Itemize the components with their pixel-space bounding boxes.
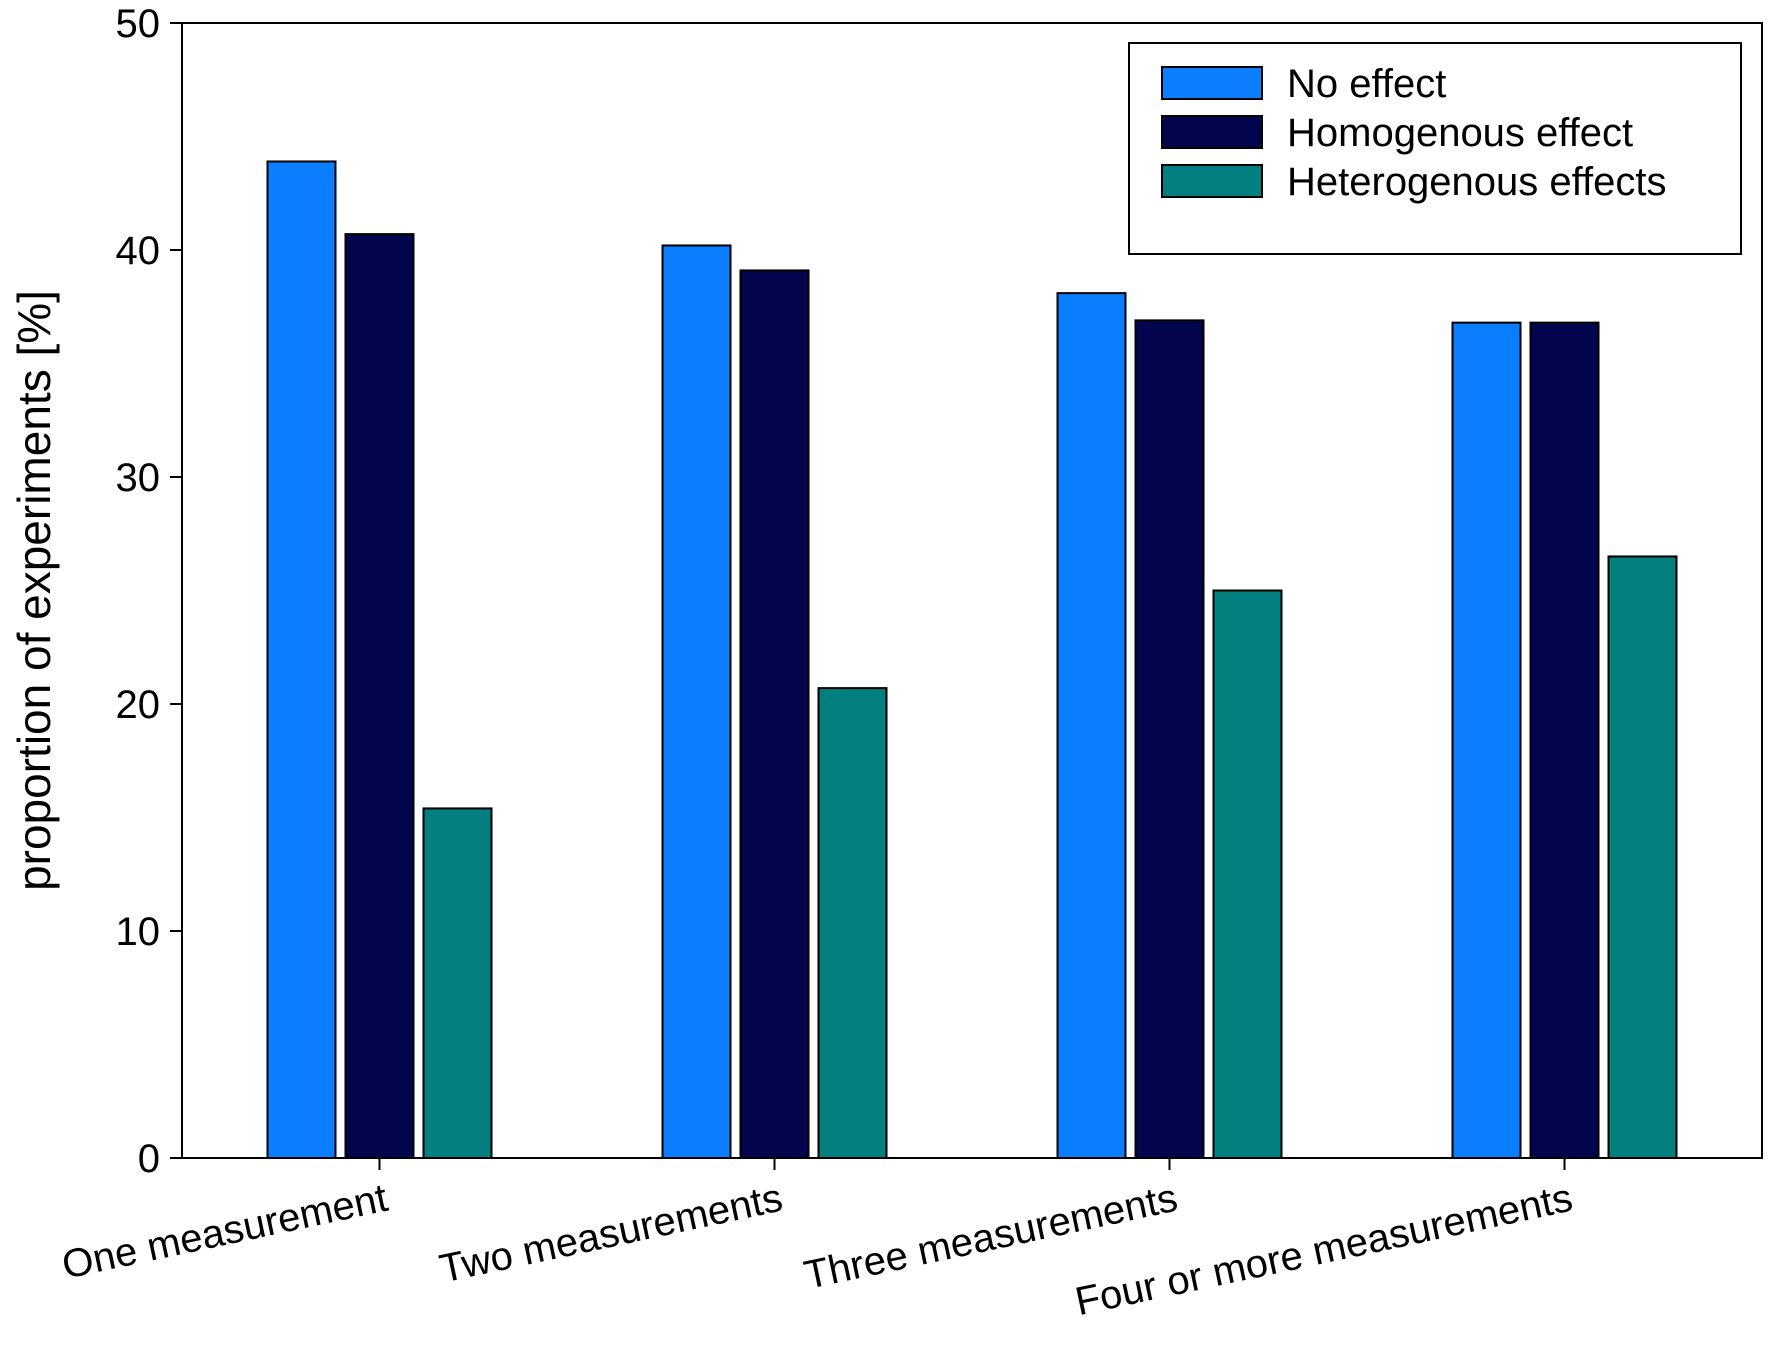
bar-no-effect-one-measurement: [266, 160, 337, 1160]
legend-label-heterogenous-effects: Heterogenous effects: [1287, 160, 1667, 204]
legend-swatch-homogenous-effect: [1161, 115, 1263, 149]
legend-label-homogenous-effect: Homogenous effect: [1287, 111, 1633, 155]
y-tick-label: 10: [116, 910, 161, 954]
y-tick-label: 50: [116, 2, 161, 46]
legend-label-no-effect: No effect: [1287, 62, 1446, 106]
y-tick-label: 30: [116, 456, 161, 500]
y-tick-label: 20: [116, 683, 161, 727]
y-axis: 0 10 20 30 40 50: [116, 2, 182, 1181]
bar-heterogenous-effects-three-measurements: [1212, 589, 1283, 1159]
bar-homogenous-effect-four-or-more-measurements: [1529, 321, 1600, 1159]
bar-homogenous-effect-three-measurements: [1134, 319, 1205, 1159]
bar-heterogenous-effects-four-or-more-measurements: [1607, 555, 1678, 1159]
x-tick-label: One measurement: [58, 1176, 391, 1288]
y-axis-title: proportion of experiments [%]: [8, 290, 60, 891]
bar-homogenous-effect-one-measurement: [344, 233, 415, 1160]
bar-no-effect-three-measurements: [1056, 292, 1127, 1159]
bar-heterogenous-effects-one-measurement: [422, 807, 493, 1159]
y-tick-label: 0: [138, 1137, 160, 1181]
plot-frame: [181, 22, 1763, 1159]
x-tick-label: Two measurements: [436, 1176, 787, 1292]
legend-swatch-heterogenous-effects: [1161, 164, 1263, 198]
bar-no-effect-four-or-more-measurements: [1451, 321, 1522, 1159]
bar-heterogenous-effects-two-measurements: [817, 687, 888, 1159]
y-tick-label: 40: [116, 229, 161, 273]
x-axis: One measurement Two measurements Three mea…: [58, 1158, 1576, 1324]
bars-group: [266, 160, 1678, 1160]
bar-homogenous-effect-two-measurements: [739, 269, 810, 1159]
legend-swatch-no-effect: [1161, 66, 1263, 100]
legend: No effect Homogenous effect Heterogenous e…: [1128, 42, 1742, 255]
bar-no-effect-two-measurements: [661, 244, 732, 1159]
